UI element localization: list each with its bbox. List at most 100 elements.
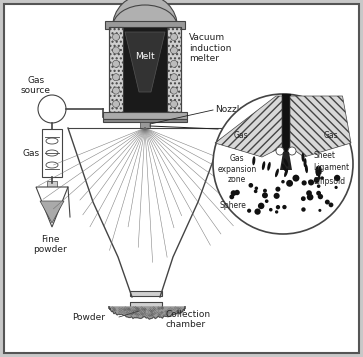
Text: Gas
expansion
zone: Gas expansion zone bbox=[217, 154, 257, 184]
Ellipse shape bbox=[319, 166, 322, 175]
Circle shape bbox=[254, 208, 261, 215]
Bar bbox=[42, 129, 62, 177]
Circle shape bbox=[113, 34, 119, 40]
Circle shape bbox=[38, 95, 66, 123]
Text: Ligament: Ligament bbox=[313, 164, 349, 172]
Bar bbox=[130, 291, 162, 296]
Circle shape bbox=[113, 74, 119, 81]
Circle shape bbox=[321, 176, 324, 180]
Ellipse shape bbox=[267, 162, 271, 171]
Circle shape bbox=[258, 203, 264, 209]
Text: Gas: Gas bbox=[23, 149, 40, 157]
Ellipse shape bbox=[262, 161, 265, 170]
Bar bbox=[103, 112, 187, 119]
Polygon shape bbox=[109, 306, 185, 319]
Circle shape bbox=[171, 101, 178, 107]
Bar bbox=[140, 122, 150, 128]
Circle shape bbox=[325, 200, 330, 205]
Circle shape bbox=[306, 190, 312, 196]
Text: Powder: Powder bbox=[72, 312, 105, 322]
Polygon shape bbox=[280, 152, 292, 170]
Ellipse shape bbox=[305, 164, 308, 173]
Ellipse shape bbox=[315, 167, 319, 176]
Circle shape bbox=[213, 94, 353, 234]
Ellipse shape bbox=[275, 169, 279, 177]
Bar bbox=[47, 181, 57, 187]
Circle shape bbox=[308, 180, 312, 183]
Ellipse shape bbox=[252, 156, 255, 165]
Bar bbox=[130, 302, 162, 307]
Circle shape bbox=[229, 195, 234, 199]
Bar bbox=[103, 119, 187, 122]
Ellipse shape bbox=[303, 158, 306, 167]
Circle shape bbox=[113, 87, 119, 94]
Circle shape bbox=[316, 191, 321, 196]
Circle shape bbox=[301, 207, 306, 212]
Text: Collection
chamber: Collection chamber bbox=[165, 310, 210, 330]
Circle shape bbox=[269, 208, 273, 211]
Text: Sphere: Sphere bbox=[220, 201, 246, 211]
Circle shape bbox=[308, 180, 314, 185]
Circle shape bbox=[282, 205, 287, 209]
Circle shape bbox=[334, 186, 338, 189]
Circle shape bbox=[314, 177, 319, 183]
Circle shape bbox=[286, 180, 293, 187]
Circle shape bbox=[281, 180, 285, 183]
Circle shape bbox=[288, 147, 296, 155]
Ellipse shape bbox=[301, 153, 305, 162]
Circle shape bbox=[307, 194, 313, 200]
Circle shape bbox=[113, 60, 119, 67]
Text: Fine
powder: Fine powder bbox=[33, 235, 67, 255]
Text: Nozzle: Nozzle bbox=[215, 106, 245, 115]
Circle shape bbox=[317, 184, 321, 188]
Circle shape bbox=[171, 60, 178, 67]
Polygon shape bbox=[36, 187, 68, 227]
Wedge shape bbox=[113, 0, 178, 27]
Bar bbox=[105, 21, 185, 29]
Circle shape bbox=[171, 87, 178, 94]
Circle shape bbox=[276, 147, 284, 155]
Circle shape bbox=[171, 74, 178, 81]
Circle shape bbox=[249, 183, 253, 188]
Text: Melt: Melt bbox=[135, 52, 155, 61]
Text: Gas: Gas bbox=[324, 131, 338, 141]
Circle shape bbox=[318, 194, 323, 199]
Text: Gas: Gas bbox=[234, 131, 248, 141]
Circle shape bbox=[262, 192, 268, 198]
Circle shape bbox=[113, 47, 119, 54]
Circle shape bbox=[275, 210, 278, 213]
Circle shape bbox=[265, 199, 269, 203]
Circle shape bbox=[334, 175, 340, 181]
Polygon shape bbox=[40, 201, 64, 223]
Ellipse shape bbox=[317, 169, 321, 178]
Circle shape bbox=[254, 190, 257, 193]
Circle shape bbox=[231, 190, 236, 196]
Circle shape bbox=[247, 208, 251, 213]
Bar bbox=[109, 27, 181, 112]
Ellipse shape bbox=[315, 166, 319, 175]
Ellipse shape bbox=[282, 164, 287, 172]
Circle shape bbox=[234, 190, 240, 195]
Circle shape bbox=[113, 101, 119, 107]
Circle shape bbox=[315, 180, 319, 183]
Polygon shape bbox=[125, 32, 165, 92]
Circle shape bbox=[318, 209, 321, 212]
Circle shape bbox=[318, 177, 321, 180]
Circle shape bbox=[263, 189, 267, 193]
Circle shape bbox=[171, 34, 178, 40]
Ellipse shape bbox=[284, 158, 288, 167]
Circle shape bbox=[301, 196, 306, 201]
Circle shape bbox=[171, 47, 178, 54]
Bar bbox=[123, 27, 167, 112]
Circle shape bbox=[302, 180, 307, 186]
Circle shape bbox=[254, 186, 258, 190]
Ellipse shape bbox=[284, 169, 288, 177]
Text: Vacuum
induction
melter: Vacuum induction melter bbox=[189, 33, 231, 63]
Bar bbox=[109, 27, 123, 112]
Circle shape bbox=[276, 187, 281, 192]
Text: Sheet: Sheet bbox=[313, 151, 335, 161]
Circle shape bbox=[274, 193, 280, 199]
Bar bbox=[167, 27, 181, 112]
Text: Gas
source: Gas source bbox=[21, 76, 51, 95]
Polygon shape bbox=[215, 96, 282, 157]
